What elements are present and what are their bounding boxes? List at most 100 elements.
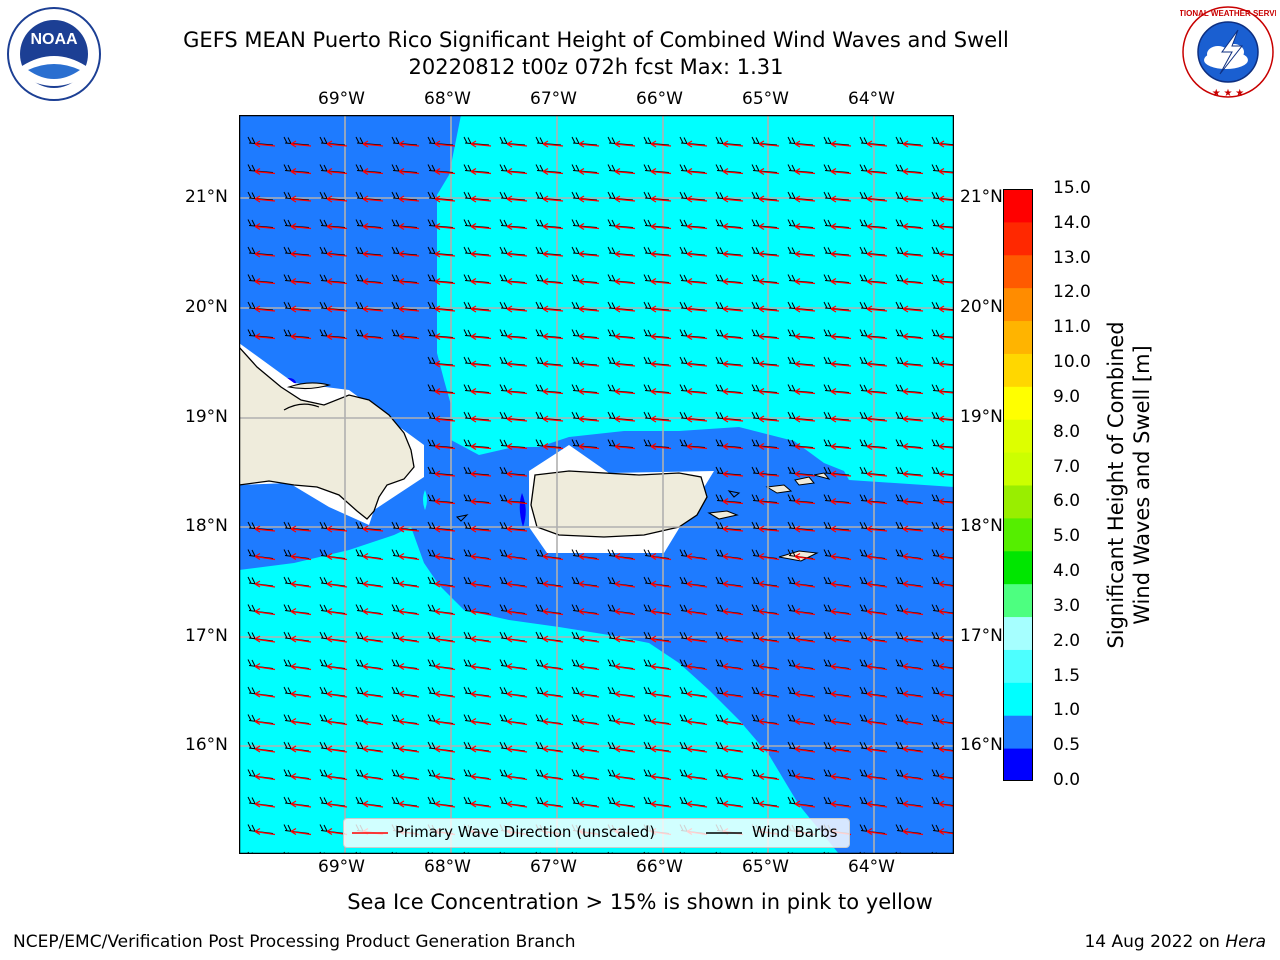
colorbar-segment bbox=[1003, 189, 1033, 223]
wave-direction-arrow bbox=[614, 662, 636, 671]
wave-direction-arrow bbox=[506, 800, 528, 808]
wave-direction-arrow bbox=[794, 305, 816, 313]
wave-direction-arrow bbox=[362, 717, 384, 726]
wave-direction-arrow bbox=[938, 800, 954, 808]
wave-direction-arrow bbox=[866, 497, 888, 506]
wave-direction-arrow bbox=[614, 195, 636, 203]
nws-logo-icon: NATIONAL WEATHER SERVICE ★ ★ ★ bbox=[1180, 6, 1276, 99]
wave-direction-arrow bbox=[686, 635, 708, 643]
wave-direction-arrow bbox=[866, 442, 888, 451]
wave-direction-arrow bbox=[506, 360, 528, 368]
wave-direction-arrow bbox=[650, 195, 672, 203]
wave-direction-arrows bbox=[247, 136, 954, 854]
colorbar-tick-label: 15.0 bbox=[1053, 178, 1091, 198]
wave-direction-arrow bbox=[830, 387, 852, 396]
wave-direction-arrow bbox=[722, 387, 744, 396]
wave-direction-arrow bbox=[470, 305, 492, 313]
wave-direction-arrow bbox=[254, 772, 276, 781]
wave-direction-arrow bbox=[290, 525, 312, 533]
wave-direction-arrow bbox=[866, 690, 888, 698]
wave-direction-arrow bbox=[866, 717, 888, 726]
wave-direction-arrow bbox=[290, 827, 312, 836]
wave-direction-arrow bbox=[758, 717, 780, 726]
wave-direction-arrow bbox=[902, 250, 924, 258]
wave-direction-arrow bbox=[326, 250, 348, 258]
wave-direction-arrow bbox=[326, 277, 348, 286]
wave-direction-arrow bbox=[938, 195, 954, 203]
wave-direction-arrow bbox=[290, 167, 312, 176]
wave-direction-arrow bbox=[902, 800, 924, 808]
lat-label-left: 17°N bbox=[185, 626, 228, 646]
wave-direction-arrow bbox=[758, 607, 780, 616]
lat-label-right: 18°N bbox=[960, 516, 1003, 536]
wave-direction-arrow bbox=[614, 635, 636, 643]
wave-direction-arrow bbox=[470, 442, 492, 451]
wave-direction-arrow bbox=[866, 662, 888, 671]
wave-direction-arrow bbox=[434, 415, 456, 423]
wave-direction-arrow bbox=[470, 387, 492, 396]
wave-direction-arrow bbox=[470, 772, 492, 781]
colorbar-tick-label: 9.0 bbox=[1053, 386, 1081, 407]
wave-direction-arrow bbox=[722, 635, 744, 643]
colorbar-tick-label: 0.0 bbox=[1053, 770, 1081, 790]
wave-direction-arrow bbox=[686, 607, 708, 616]
colorbar-title-line1: Significant Height of Combined bbox=[1104, 321, 1128, 649]
wave-direction-arrow bbox=[614, 800, 636, 808]
colorbar-tick-label: 10.0 bbox=[1053, 352, 1091, 373]
wave-direction-arrow bbox=[290, 195, 312, 203]
wave-direction-arrow bbox=[578, 717, 600, 726]
wave-direction-arrow bbox=[362, 140, 384, 148]
wave-direction-arrow bbox=[830, 305, 852, 313]
wave-direction-arrow bbox=[902, 167, 924, 176]
wave-direction-arrow bbox=[686, 222, 708, 231]
wave-direction-arrow bbox=[938, 772, 954, 781]
wave-direction-arrow bbox=[362, 250, 384, 258]
lon-label-bottom: 66°W bbox=[636, 857, 683, 877]
wave-direction-arrow bbox=[434, 305, 456, 313]
wave-direction-arrow bbox=[398, 580, 420, 588]
wave-direction-arrow bbox=[614, 305, 636, 313]
wave-direction-arrow bbox=[650, 332, 672, 341]
wave-direction-arrow bbox=[938, 360, 954, 368]
wave-direction-arrow bbox=[470, 745, 492, 753]
lat-label-left: 16°N bbox=[185, 735, 228, 755]
wave-direction-arrow bbox=[470, 332, 492, 341]
wave-direction-arrow bbox=[938, 332, 954, 341]
wave-direction-arrow bbox=[254, 525, 276, 533]
wave-direction-arrow bbox=[794, 772, 816, 781]
wave-direction-arrow bbox=[866, 525, 888, 533]
wave-direction-arrow bbox=[398, 332, 420, 341]
wave-direction-arrow bbox=[326, 662, 348, 671]
wave-direction-arrow bbox=[398, 772, 420, 781]
wave-direction-arrow bbox=[434, 717, 456, 726]
wave-direction-arrow bbox=[758, 195, 780, 203]
wave-direction-arrow bbox=[542, 607, 564, 616]
wind-barb-legend-line bbox=[706, 832, 742, 834]
wave-direction-arrow bbox=[830, 717, 852, 726]
wave-direction-arrow bbox=[686, 580, 708, 588]
wave-direction-arrow bbox=[866, 635, 888, 643]
noaa-logo-icon: NOAA bbox=[7, 7, 101, 101]
wave-direction-arrow bbox=[866, 277, 888, 286]
wave-direction-arrow bbox=[470, 470, 492, 478]
wave-direction-arrow bbox=[470, 635, 492, 643]
wave-direction-arrow bbox=[866, 387, 888, 396]
wave-direction-arrow bbox=[902, 717, 924, 726]
wave-direction-arrow bbox=[722, 415, 744, 423]
lon-label-top: 66°W bbox=[636, 89, 683, 109]
wave-direction-arrow bbox=[362, 525, 384, 533]
wave-direction-arrow bbox=[434, 222, 456, 231]
wave-direction-arrow bbox=[866, 195, 888, 203]
wave-direction-arrow bbox=[326, 222, 348, 231]
wave-direction-arrow bbox=[938, 497, 954, 506]
wave-direction-arrow bbox=[866, 360, 888, 368]
wave-direction-arrow bbox=[830, 772, 852, 781]
band-0-0-5-pocket bbox=[519, 493, 526, 527]
colorbar-segment bbox=[1003, 616, 1033, 650]
wave-direction-arrow bbox=[614, 332, 636, 341]
colorbar-tick-label: 8.0 bbox=[1053, 421, 1081, 442]
wave-direction-arrow bbox=[254, 717, 276, 726]
chart-subtitle: 20220812 t00z 072h fcst Max: 1.31 bbox=[408, 55, 784, 79]
wave-direction-arrow bbox=[398, 195, 420, 203]
wave-direction-arrow bbox=[686, 167, 708, 176]
